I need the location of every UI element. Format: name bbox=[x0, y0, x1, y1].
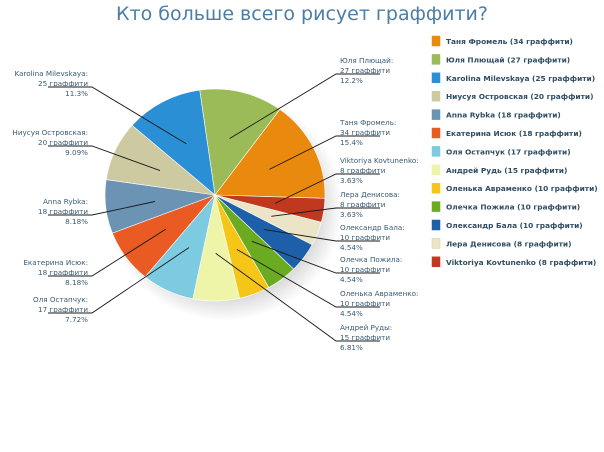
legend-item[interactable]: Ниусуя Островская (20 граффити) bbox=[446, 92, 593, 101]
leader-line bbox=[48, 86, 187, 145]
legend-item[interactable]: Лера Денисова (8 граффити) bbox=[446, 239, 572, 248]
slice-label-value_label: 8 граффити bbox=[340, 200, 386, 209]
slice-label-pct: 4.54% bbox=[340, 243, 363, 252]
legend-swatch bbox=[431, 164, 441, 176]
slice-label-name: Ниусуя Островская: bbox=[12, 128, 88, 137]
slice-label-name: Оля Остапчук: bbox=[33, 295, 88, 304]
slice-label-pct: 8.18% bbox=[65, 217, 88, 226]
legend-item[interactable]: Юля Плющай (27 граффити) bbox=[446, 55, 570, 64]
leader-line bbox=[263, 228, 380, 242]
legend: Таня Фромель (34 граффити) Юля Плющай (27… bbox=[431, 35, 598, 268]
slice-label-value_label: 10 граффити bbox=[340, 233, 390, 242]
leader-line bbox=[48, 228, 167, 277]
slice-label-name: Екатерина Исюк: bbox=[23, 258, 88, 267]
legend-swatch bbox=[431, 182, 441, 194]
slice-label-value_label: 10 граффити bbox=[340, 299, 390, 308]
leader-line bbox=[271, 207, 380, 217]
slice-label-name: Karolina Milevskaya: bbox=[14, 69, 88, 78]
legend-swatch bbox=[431, 54, 441, 65]
slice-label-name: Андрей Руды: bbox=[340, 323, 392, 332]
slice-label-name: Оленька Авраменко: bbox=[340, 289, 418, 298]
legend-item[interactable]: Viktoriya Kovtunenko (8 граффити) bbox=[446, 258, 596, 267]
slice-label-value_label: 8 граффити bbox=[340, 166, 386, 175]
legend-swatch bbox=[431, 146, 441, 157]
legend-item[interactable]: Karolina Milevskaya (25 граффити) bbox=[446, 74, 595, 83]
slice-label-pct: 12.2% bbox=[340, 76, 363, 85]
slice-label-pct: 11.3% bbox=[65, 89, 88, 98]
slice-label-pct: 3.63% bbox=[340, 176, 363, 185]
legend-swatch bbox=[431, 90, 441, 102]
legend-item[interactable]: Таня Фромель (34 граффити) bbox=[446, 37, 573, 46]
slice-label-pct: 8.18% bbox=[65, 278, 88, 287]
leader-line bbox=[229, 73, 380, 139]
legend-swatch bbox=[431, 238, 441, 249]
legend-swatch bbox=[431, 127, 441, 139]
slice-label-name: Олечка Пожила: bbox=[340, 255, 402, 264]
legend-swatch bbox=[431, 256, 441, 268]
slice-1[interactable] bbox=[199, 88, 281, 196]
legend-item[interactable]: Anna Rybka (18 граффити) bbox=[446, 111, 561, 120]
slice-label-value_label: 27 граффити bbox=[340, 66, 390, 75]
slice-label-pct: 15.4% bbox=[340, 138, 363, 147]
slice-label-pct: 9.09% bbox=[65, 148, 88, 157]
slice-label-value_label: 34 граффити bbox=[340, 128, 390, 137]
slice-label-pct: 4.54% bbox=[340, 275, 363, 284]
slice-label-name: Лера Денисова: bbox=[340, 190, 400, 199]
pie-slices bbox=[104, 88, 343, 321]
slice-label-value_label: 25 граффити bbox=[38, 79, 88, 88]
legend-item[interactable]: Оленька Авраменко (10 граффити) bbox=[446, 184, 598, 193]
slice-label-name: Юля Плющай: bbox=[340, 56, 393, 65]
leader-line bbox=[269, 135, 380, 170]
leader-line bbox=[215, 252, 380, 342]
leader-line bbox=[48, 201, 155, 216]
leader-line bbox=[236, 249, 380, 308]
chart-title: Кто больше всего рисует граффити? bbox=[116, 3, 488, 25]
leader-line bbox=[274, 173, 380, 204]
legend-swatch bbox=[431, 201, 441, 212]
slice-label-value_label: 17 граффити bbox=[38, 305, 88, 314]
slice-2[interactable] bbox=[214, 109, 326, 199]
slice-label-value_label: 18 граффити bbox=[38, 207, 88, 216]
legend-item[interactable]: Екатерина Исюк (18 граффити) bbox=[446, 129, 582, 138]
legend-item[interactable]: Олечка Пожила (10 граффити) bbox=[446, 203, 580, 212]
slice-label-value_label: 18 граффити bbox=[38, 268, 88, 277]
slice-label-value_label: 15 граффити bbox=[340, 333, 390, 342]
slice-13[interactable] bbox=[131, 89, 216, 196]
slice-label-value_label: 20 граффити bbox=[38, 138, 88, 147]
slice-label-pct: 7.72% bbox=[65, 315, 88, 324]
leader-line bbox=[251, 240, 380, 274]
slice-label-pct: 6.81% bbox=[340, 343, 363, 352]
legend-item[interactable]: Оля Остапчук (17 граффити) bbox=[446, 147, 571, 156]
legend-item[interactable]: Андрей Рудь (15 граффити) bbox=[446, 166, 567, 175]
slice-label-name: Anna Rybka: bbox=[43, 197, 88, 206]
leader-line bbox=[48, 145, 161, 172]
slice-label-name: Таня Фромель: bbox=[339, 118, 396, 127]
slice-label-pct: 4.54% bbox=[340, 309, 363, 318]
slice-label-pct: 3.63% bbox=[340, 210, 363, 219]
legend-swatch bbox=[431, 219, 441, 231]
slice-label-value_label: 10 граффити bbox=[340, 265, 390, 274]
slice-label-name: Олександр Бала: bbox=[340, 223, 405, 232]
slice-label-name: Viktoriya Kovtunenko: bbox=[340, 156, 419, 165]
legend-swatch bbox=[431, 109, 441, 120]
legend-item[interactable]: Олександр Бала (10 граффити) bbox=[446, 221, 583, 230]
leader-line bbox=[48, 247, 190, 314]
legend-swatch bbox=[431, 72, 441, 84]
legend-swatch bbox=[431, 35, 441, 47]
